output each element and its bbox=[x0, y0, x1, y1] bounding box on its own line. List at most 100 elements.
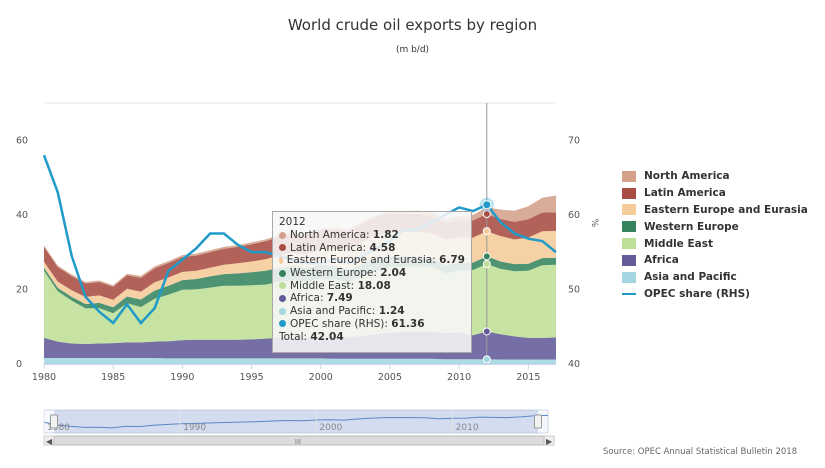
hover-marker-opec bbox=[482, 200, 492, 210]
legend-label: Western Europe bbox=[644, 220, 739, 233]
tooltip-row: Western Europe: 2.04 bbox=[279, 267, 465, 280]
legend-item-africa[interactable]: Africa bbox=[622, 252, 808, 269]
scrollbar-thumb[interactable] bbox=[53, 435, 545, 446]
tooltip-label: Middle East: bbox=[290, 279, 355, 292]
tooltip-label: Eastern Europe and Eurasia: bbox=[286, 254, 436, 267]
legend-item-western-europe[interactable]: Western Europe bbox=[622, 218, 808, 235]
tooltip-value: 1.82 bbox=[372, 229, 399, 242]
tooltip-dot bbox=[279, 244, 286, 252]
tooltip-dot bbox=[279, 256, 283, 264]
tooltip-row: Asia and Pacific: 1.24 bbox=[279, 305, 465, 318]
navigator-series-line bbox=[43, 414, 549, 429]
x-tick-label: 1980 bbox=[32, 372, 56, 383]
scrollbar-grip: III bbox=[295, 438, 301, 446]
scrollbar-left-arrow-icon[interactable]: ◀ bbox=[46, 437, 53, 446]
legend-label: Africa bbox=[644, 254, 679, 267]
legend-label: Middle East bbox=[644, 237, 713, 250]
legend-swatch bbox=[622, 187, 636, 199]
legend-swatch bbox=[622, 221, 636, 233]
tooltip-dot bbox=[279, 231, 286, 239]
navigator-selection bbox=[54, 410, 538, 433]
hover-marker bbox=[482, 227, 491, 236]
tooltip-total: Total: 42.04 bbox=[279, 330, 465, 343]
legend-label: Latin America bbox=[644, 187, 726, 200]
tooltip-row: Middle East: 18.08 bbox=[279, 279, 465, 292]
y-left-tick-label: 0 bbox=[16, 359, 22, 370]
chart-legend: North America Latin America Eastern Euro… bbox=[622, 168, 808, 302]
tooltip-dot bbox=[279, 294, 286, 302]
tooltip-row: OPEC share (RHS): 61.36 bbox=[279, 318, 465, 331]
navigator-tick-label: 2000 bbox=[319, 423, 342, 433]
tooltip-total-value: 42.04 bbox=[310, 330, 344, 343]
x-tick-label: 2010 bbox=[447, 372, 471, 383]
tooltip-label: Latin America: bbox=[290, 241, 367, 254]
tooltip-label: Asia and Pacific: bbox=[290, 305, 376, 318]
legend-label: North America bbox=[644, 170, 730, 183]
legend-item-eastern-europe-eurasia[interactable]: Eastern Europe and Eurasia bbox=[622, 202, 808, 219]
legend-swatch bbox=[622, 271, 636, 283]
tooltip-value: 7.49 bbox=[326, 292, 353, 305]
legend-swatch bbox=[622, 170, 636, 182]
tooltip-label: North America: bbox=[290, 229, 370, 242]
tooltip-row: North America: 1.82 bbox=[279, 229, 465, 242]
source-note: Source: OPEC Annual Statistical Bulletin… bbox=[603, 447, 798, 457]
legend-item-latin-america[interactable]: Latin America bbox=[622, 185, 808, 202]
tooltip-row: Eastern Europe and Eurasia: 6.79 bbox=[279, 254, 465, 267]
tooltip-label: Africa: bbox=[290, 292, 324, 305]
tooltip-value: 6.79 bbox=[439, 254, 465, 267]
navigator-tick-label: 2010 bbox=[456, 423, 479, 433]
tooltip-value: 61.36 bbox=[391, 317, 425, 330]
legend-item-opec-share[interactable]: OPEC share (RHS) bbox=[622, 286, 808, 303]
chart-title: World crude oil exports by region bbox=[287, 16, 538, 34]
y-left-tick-label: 40 bbox=[16, 210, 28, 221]
tooltip: 2012 North America: 1.82 Latin America: … bbox=[272, 211, 472, 353]
y-right-tick-label: 40 bbox=[568, 359, 580, 370]
x-tick-label: 1985 bbox=[101, 372, 125, 383]
legend-line-swatch bbox=[622, 292, 636, 295]
navigator-handle[interactable] bbox=[534, 414, 542, 429]
y-right-tick-label: 60 bbox=[568, 210, 580, 221]
x-tick-label: 2015 bbox=[516, 372, 540, 383]
hover-marker bbox=[482, 355, 491, 364]
chart-subtitle: (m b/d) bbox=[395, 45, 430, 55]
x-tick-label: 2000 bbox=[309, 372, 333, 383]
hover-marker bbox=[482, 252, 491, 261]
area-latin-america bbox=[44, 212, 556, 300]
legend-swatch bbox=[622, 204, 636, 216]
legend-swatch bbox=[622, 238, 636, 250]
tooltip-total-label: Total: bbox=[279, 330, 308, 343]
y-right-axis-label: % bbox=[589, 219, 599, 228]
legend-swatch bbox=[622, 254, 636, 266]
y-right-tick-label: 50 bbox=[568, 284, 580, 295]
y-right-tick-label: 70 bbox=[568, 135, 580, 146]
x-tick-label: 1990 bbox=[170, 372, 194, 383]
tooltip-value: 4.58 bbox=[369, 241, 396, 254]
tooltip-dot bbox=[279, 307, 286, 315]
hover-marker bbox=[482, 327, 491, 336]
y-left-tick-label: 20 bbox=[16, 284, 28, 295]
tooltip-value: 2.04 bbox=[380, 267, 407, 280]
area-asia-and-pacific bbox=[44, 358, 556, 364]
tooltip-header: 2012 bbox=[279, 216, 306, 229]
legend-item-asia-pacific[interactable]: Asia and Pacific bbox=[622, 269, 808, 286]
tooltip-value: 1.24 bbox=[378, 305, 405, 318]
hover-marker bbox=[482, 260, 491, 269]
legend-item-middle-east[interactable]: Middle East bbox=[622, 235, 808, 252]
x-tick-label: 1995 bbox=[239, 372, 263, 383]
legend-label: OPEC share (RHS) bbox=[644, 287, 750, 300]
tooltip-row: Africa: 7.49 bbox=[279, 292, 465, 305]
legend-label: Asia and Pacific bbox=[644, 271, 737, 284]
y-left-tick-label: 60 bbox=[16, 135, 28, 146]
tooltip-label: Western Europe: bbox=[290, 267, 377, 280]
tooltip-dot bbox=[279, 282, 286, 290]
tooltip-label: OPEC share (RHS): bbox=[290, 317, 388, 330]
legend-label: Eastern Europe and Eurasia bbox=[644, 203, 808, 216]
tooltip-row: Latin America: 4.58 bbox=[279, 241, 465, 254]
tooltip-dot bbox=[279, 269, 286, 277]
tooltip-dot bbox=[279, 320, 286, 328]
navigator-tick-label: 1990 bbox=[183, 423, 206, 433]
legend-item-north-america[interactable]: North America bbox=[622, 168, 808, 185]
scrollbar-right-arrow-icon[interactable]: ▶ bbox=[546, 437, 553, 446]
navigator-handle[interactable] bbox=[50, 414, 58, 429]
x-tick-label: 2005 bbox=[378, 372, 402, 383]
